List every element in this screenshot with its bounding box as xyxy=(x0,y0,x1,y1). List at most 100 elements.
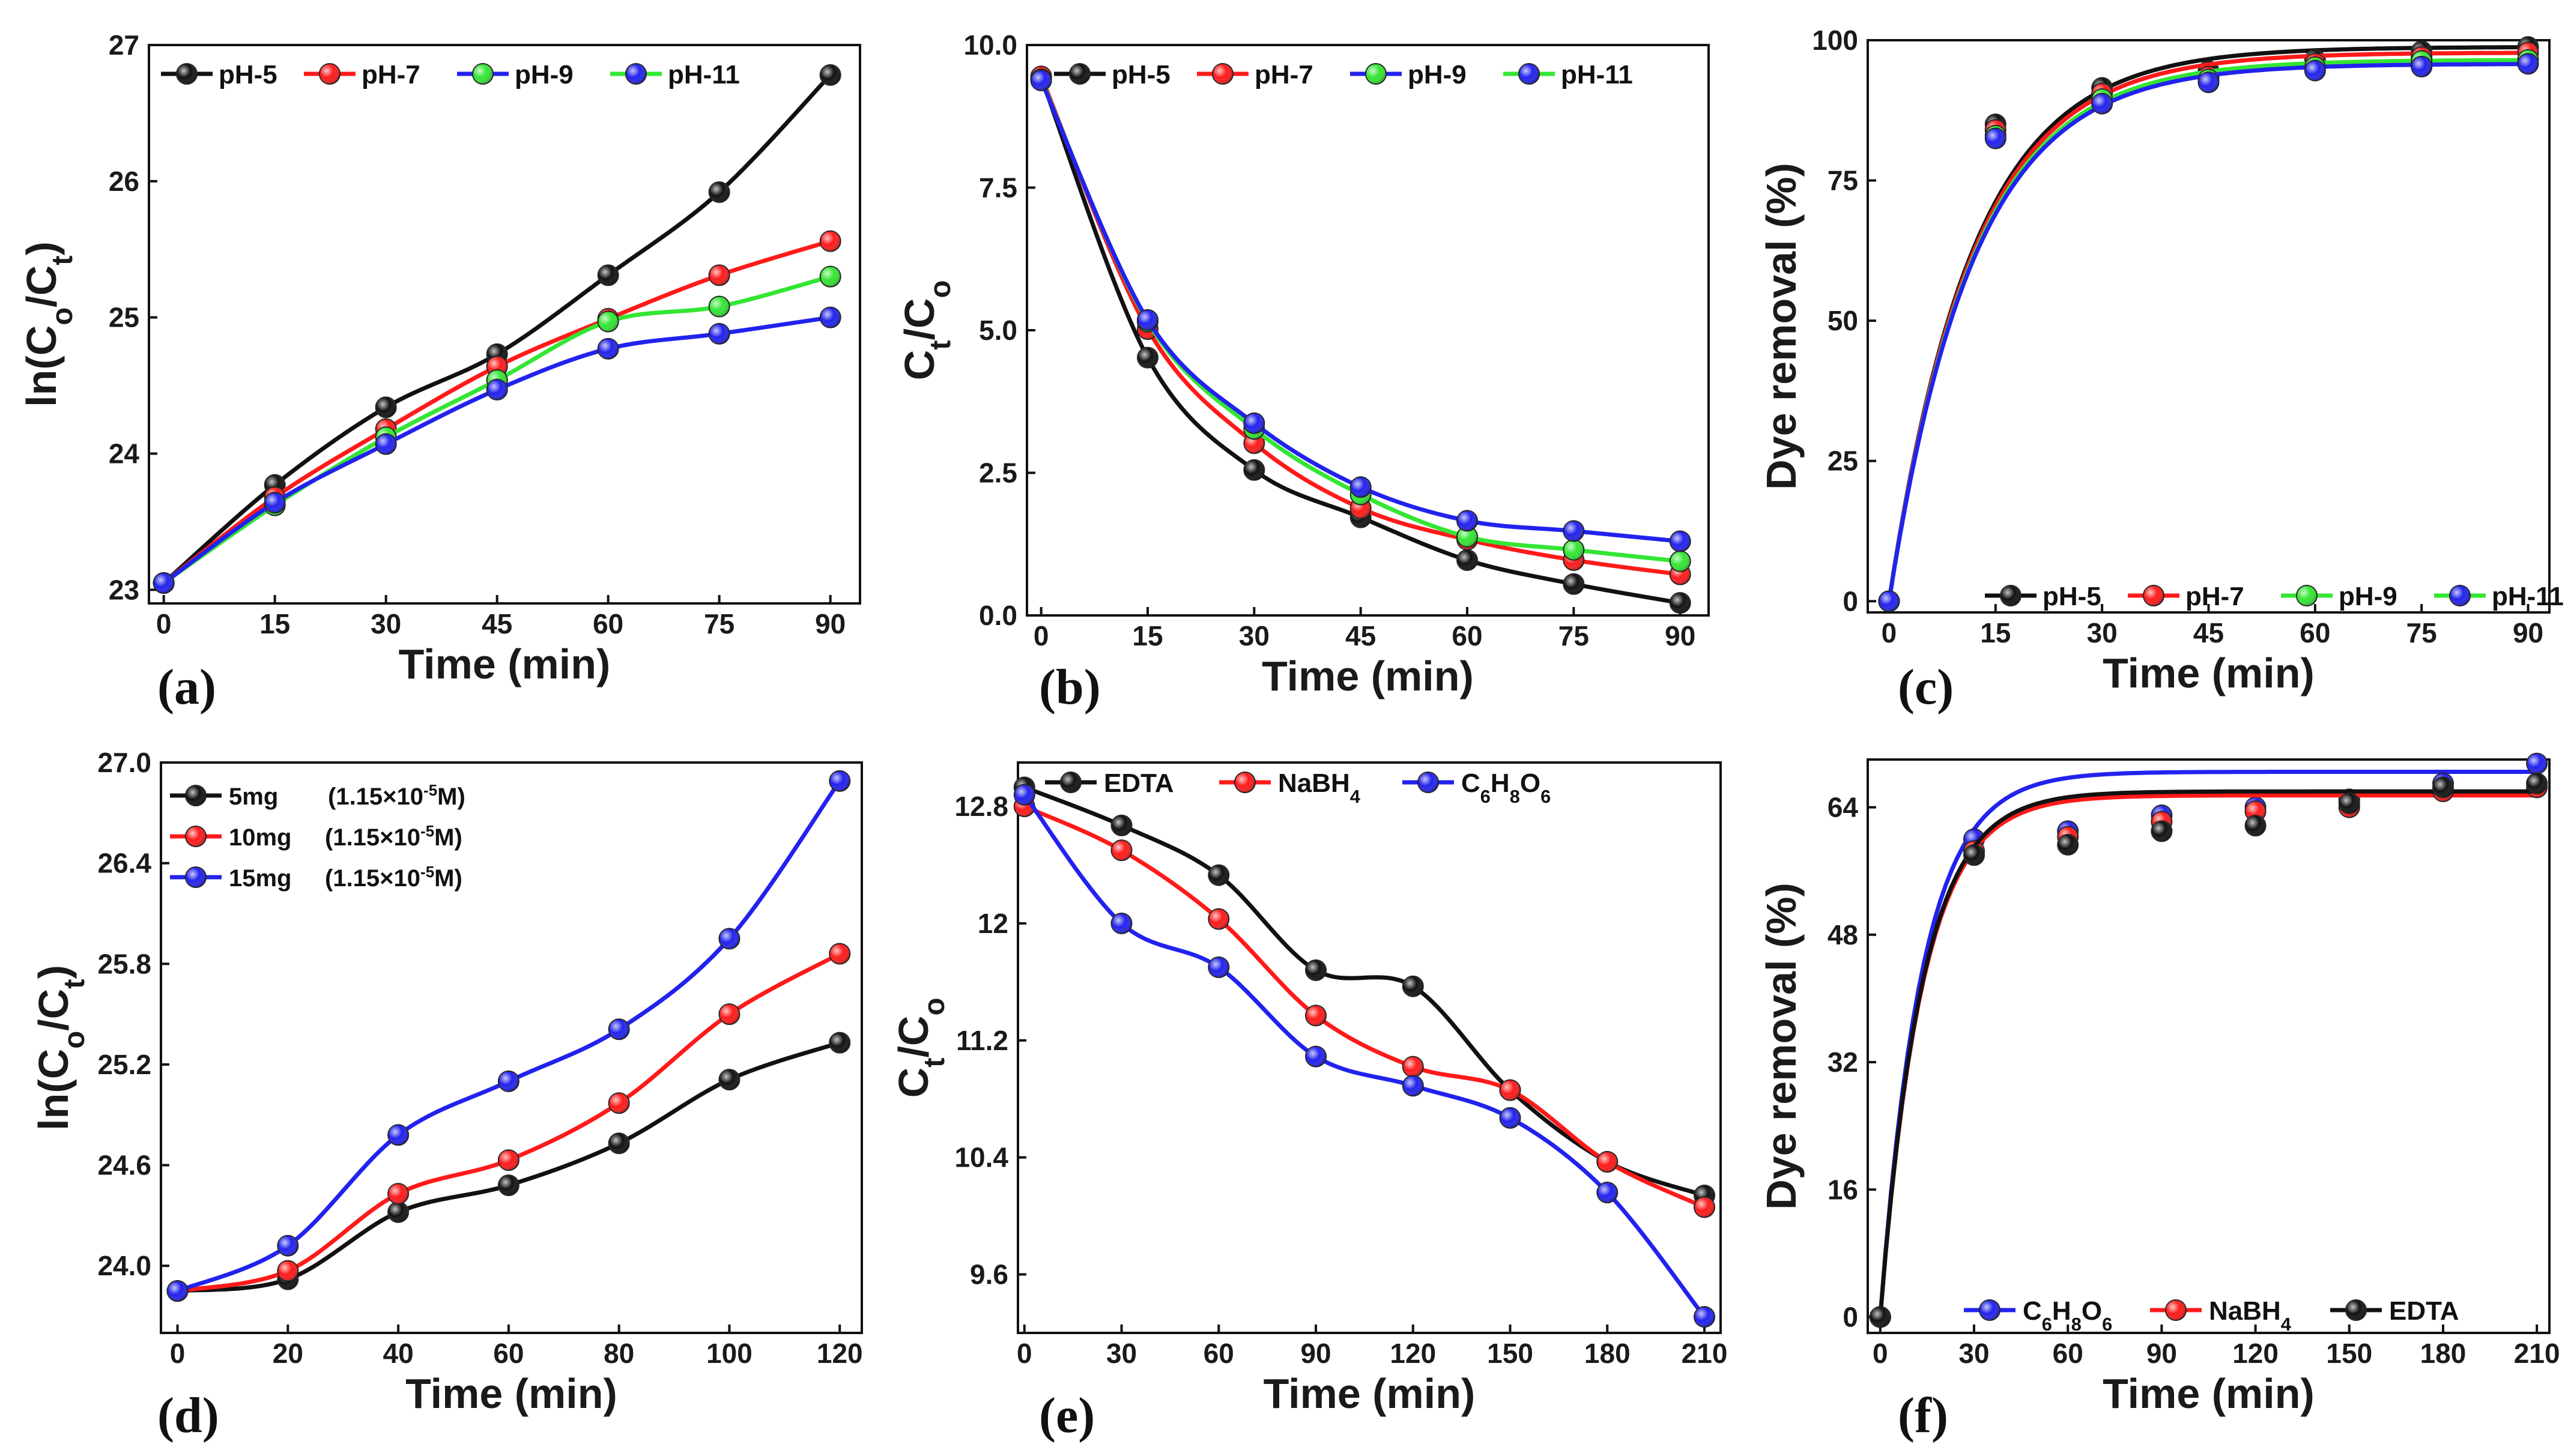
x-tick-label: 0 xyxy=(1873,1338,1888,1369)
chart-panel-f: 0 30 60 90 120 150 180 210 0 16 32 48 64 Time (min) Dy… xyxy=(1758,752,2560,1417)
data-point-shade xyxy=(1244,412,1265,433)
data-point-shade xyxy=(1694,1197,1715,1218)
x-tick-label: 30 xyxy=(2087,617,2118,648)
data-point-shade xyxy=(388,1183,409,1204)
data-point-shade xyxy=(2245,815,2266,836)
data-point-shade xyxy=(1670,551,1691,572)
series-ph-9 xyxy=(153,265,841,594)
legend-label: pH-9 xyxy=(2339,582,2397,611)
data-point-shade xyxy=(1457,526,1478,547)
legend-marker-shade xyxy=(626,64,646,84)
legend-label: pH-11 xyxy=(668,60,740,89)
data-point-shade xyxy=(709,181,730,202)
data-point-shade xyxy=(1208,908,1229,929)
x-axis-label: Time (min) xyxy=(1262,653,1474,699)
data-point-shade xyxy=(1563,539,1584,560)
data-point-shade xyxy=(1402,976,1423,997)
legend-marker-shade xyxy=(2346,1300,2366,1320)
data-point-shade xyxy=(1597,1152,1618,1172)
series-ph-11 xyxy=(153,306,841,594)
panel-label-f: (f) xyxy=(1898,1388,1948,1443)
series-c6h8o6 xyxy=(1013,784,1716,1328)
data-point-shade xyxy=(829,770,850,791)
x-tick-label: 0 xyxy=(1882,617,1897,648)
data-point-shade xyxy=(1306,959,1327,980)
x-tick-label: 15 xyxy=(1980,617,2011,648)
legend-marker-shade xyxy=(186,785,206,806)
x-tick-label: 60 xyxy=(1452,620,1482,651)
series-line xyxy=(162,274,833,585)
y-tick-label: 25 xyxy=(109,302,139,333)
data-point-shade xyxy=(598,311,619,332)
y-tick-label: 23 xyxy=(109,574,139,605)
x-tick-label: 210 xyxy=(2514,1338,2560,1369)
legend-marker-shade xyxy=(2143,585,2164,606)
x-tick-label: 15 xyxy=(259,608,290,639)
x-tick-label: 180 xyxy=(2420,1338,2467,1369)
data-point-shade xyxy=(2058,834,2079,855)
legend-marker-shade xyxy=(2166,1300,2186,1320)
data-point-shade xyxy=(1985,128,2006,149)
x-axis-label: Time (min) xyxy=(399,641,611,687)
legend-label: pH-11 xyxy=(2492,582,2564,611)
legend-marker-shade xyxy=(1070,64,1090,84)
panel-label-a: (a) xyxy=(157,659,216,715)
legend: C6H8O6 NaBH4 EDTA xyxy=(1964,1296,2459,1335)
y-tick-label: 25.8 xyxy=(97,948,151,979)
x-tick-label: 40 xyxy=(383,1338,414,1369)
data-point-shade xyxy=(1306,1005,1327,1026)
legend: pH-5 pH-7 pH-9 pH-11 xyxy=(1985,582,2564,611)
data-point-shade xyxy=(719,1069,740,1090)
series-ph-11 xyxy=(1878,53,2539,612)
x-tick-label: 30 xyxy=(1958,1338,1989,1369)
data-point-shade xyxy=(1111,913,1132,934)
x-tick-label: 75 xyxy=(704,608,734,639)
plot-frame xyxy=(1026,44,1710,617)
x-tick-label: 80 xyxy=(604,1338,634,1369)
data-point-shade xyxy=(709,296,730,317)
data-point-shade xyxy=(277,1235,298,1256)
y-tick-label: 75 xyxy=(1828,165,1858,196)
fit-line xyxy=(1878,793,2537,1317)
y-tick-label: 50 xyxy=(1828,305,1858,336)
plot-frame xyxy=(148,44,861,605)
y-tick-label: 16 xyxy=(1828,1174,1858,1205)
data-point-shade xyxy=(1402,1075,1423,1096)
legend-marker-shade xyxy=(473,64,493,84)
plot-frame xyxy=(1017,761,1722,1334)
legend-marker-shade xyxy=(2000,585,2021,606)
x-tick-label: 20 xyxy=(273,1338,303,1369)
legend-label: pH-5 xyxy=(1112,60,1170,89)
legend-label: EDTA xyxy=(1104,769,1174,798)
legend: pH-5 pH-7 pH-9 pH-11 xyxy=(1054,60,1633,89)
series-ph-5 xyxy=(1878,36,2539,612)
chart-panel-c: 0 15 30 45 60 75 90 0 25 50 75 100 Time (min) Dye rem… xyxy=(1758,25,2564,696)
data-point-shade xyxy=(2151,821,2172,842)
data-point-shade xyxy=(719,1004,740,1025)
legend-marker-shade xyxy=(1235,772,1255,793)
legend: EDTA NaBH4 C6H8O6 xyxy=(1045,769,1551,807)
data-point-shade xyxy=(1111,840,1132,861)
y-tick-label: 100 xyxy=(1812,25,1858,56)
series-15mg xyxy=(166,770,851,1302)
data-point-shade xyxy=(486,379,507,400)
series-line xyxy=(1022,793,1707,1319)
data-point-shade xyxy=(719,928,740,949)
data-point-shade xyxy=(1306,1046,1327,1067)
y-tick-label: 10.0 xyxy=(963,29,1017,61)
data-point-shade xyxy=(167,1281,188,1302)
legend-label: pH-5 xyxy=(219,60,277,89)
y-tick-label: 27 xyxy=(109,29,139,61)
x-axis-label: Time (min) xyxy=(405,1370,617,1417)
series-nabh4 xyxy=(1013,796,1716,1218)
data-point-shade xyxy=(498,1071,519,1092)
data-point-shade xyxy=(2304,60,2325,81)
series-line xyxy=(162,239,833,585)
legend-marker-shade xyxy=(1213,64,1233,84)
x-tick-label: 60 xyxy=(2300,617,2330,648)
data-point-shade xyxy=(264,492,285,513)
legend-marker-shade xyxy=(186,867,206,887)
x-tick-label: 210 xyxy=(1682,1338,1728,1369)
y-tick-label: 2.5 xyxy=(979,458,1017,489)
y-tick-label: 7.5 xyxy=(979,172,1017,204)
